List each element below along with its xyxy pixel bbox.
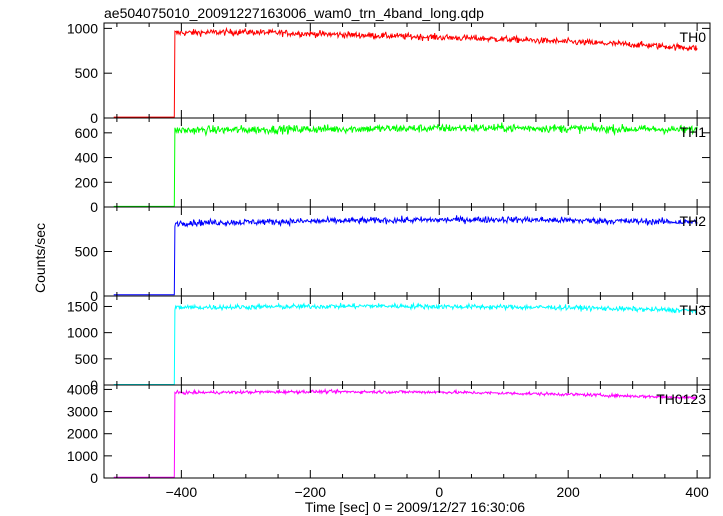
series-line-th2 — [113, 214, 698, 296]
y-tick-label: 1000 — [67, 325, 98, 341]
series-label: TH0 — [680, 29, 707, 45]
y-axis-label: Counts/sec — [32, 223, 48, 293]
panel-th0: 0 500 1000 TH0 — [67, 20, 711, 126]
x-axis-label: Time [sec] 0 = 2009/12/27 16:30:06 — [305, 499, 525, 515]
panel-th0123: 0 1000 2000 3000 4000 TH0123 — [67, 381, 711, 486]
y-tick-label: 500 — [75, 65, 99, 81]
y-tick-label: 4000 — [67, 381, 98, 397]
y-tick-label: 2000 — [67, 426, 98, 442]
panel-th3: 0 500 1000 1500 TH3 — [67, 295, 711, 393]
series-line-th0123 — [113, 387, 698, 478]
series-label: TH1 — [680, 124, 707, 140]
y-tick-label: 3000 — [67, 404, 98, 420]
series-line-th3 — [113, 301, 698, 385]
panel-th1: 0 200 400 600 TH1 — [75, 117, 711, 215]
series-line-th1 — [113, 122, 698, 207]
x-tick-label: 400 — [685, 484, 709, 500]
y-tick-label: 0 — [90, 470, 98, 486]
series-label: TH3 — [680, 302, 707, 318]
y-tick-label: 1000 — [67, 448, 98, 464]
y-tick-label: 1000 — [67, 20, 98, 36]
y-tick-label: 0 — [90, 199, 98, 215]
panels: 0 500 1000 TH0 0 200 400 600 TH1 0 500 TH2 0 500 1000 1… — [67, 20, 711, 500]
panel-frame — [103, 384, 711, 479]
y-tick-label: 600 — [75, 125, 99, 141]
panel-th2: 0 500 TH2 — [75, 206, 711, 304]
y-tick-label: 500 — [75, 244, 99, 260]
y-tick-label: 500 — [75, 351, 99, 367]
y-tick-label: 1500 — [67, 298, 98, 314]
series-line-th0 — [113, 26, 698, 118]
y-tick-label: 200 — [75, 174, 99, 190]
y-tick-label: 400 — [75, 150, 99, 166]
chart-title: ae504075010_20091227163006_wam0_trn_4ban… — [104, 5, 484, 21]
x-tick-label: −200 — [295, 484, 327, 500]
y-tick-label: 0 — [90, 377, 98, 393]
y-tick-label: 0 — [90, 110, 98, 126]
x-tick-label: 0 — [435, 484, 443, 500]
series-label: TH2 — [680, 213, 707, 229]
y-tick-label: 0 — [90, 288, 98, 304]
series-label: TH0123 — [656, 391, 706, 407]
x-tick-label: 200 — [556, 484, 580, 500]
x-tick-label: −400 — [166, 484, 198, 500]
